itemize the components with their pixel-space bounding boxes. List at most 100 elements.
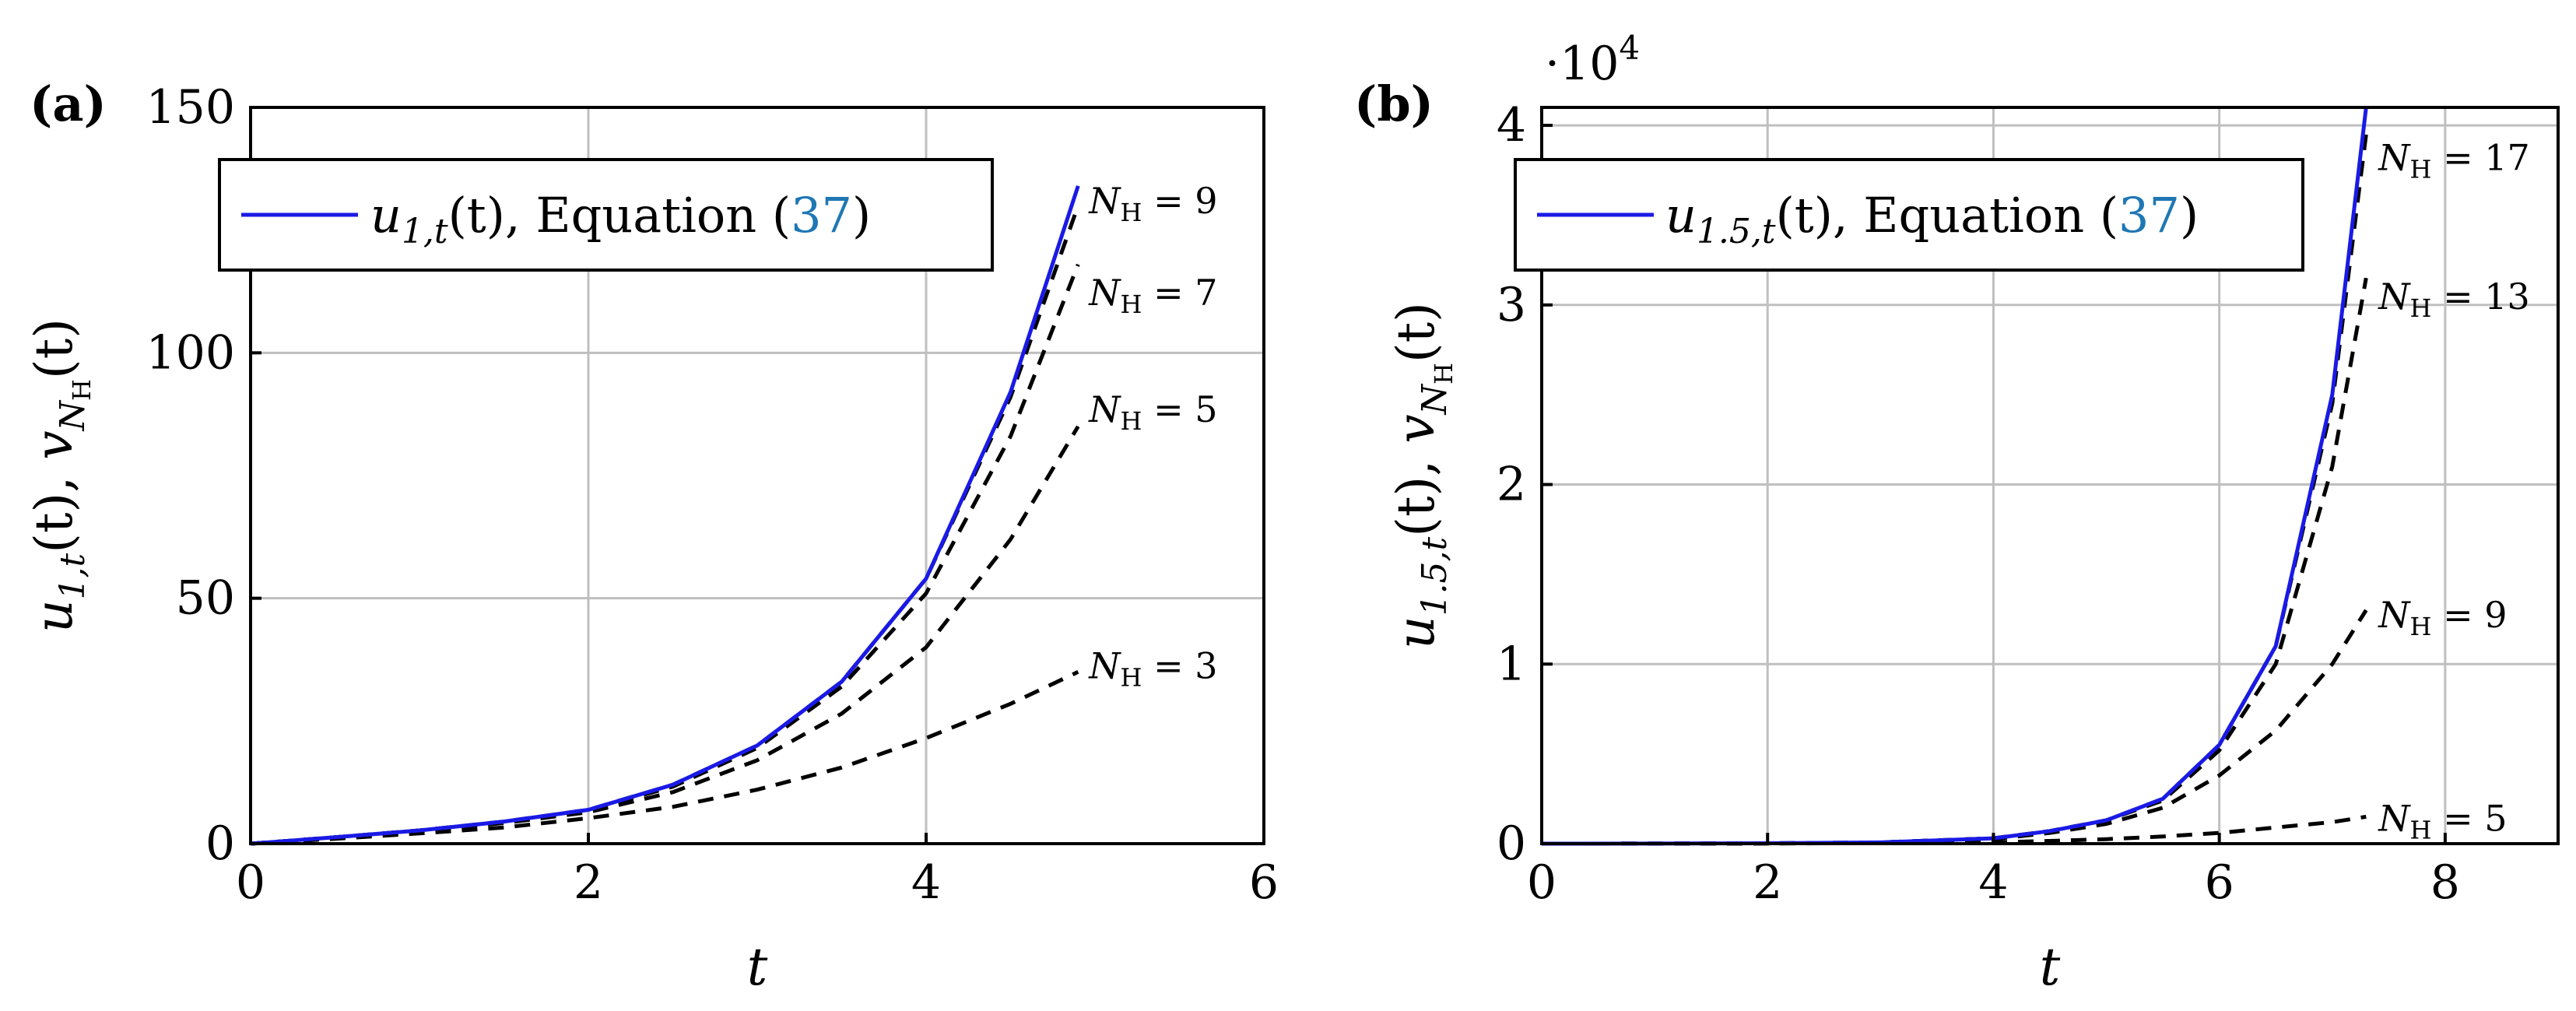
series-layer-a xyxy=(250,185,1080,846)
y-tick-label: 0 xyxy=(1497,816,1526,871)
curve-label-value: = 5 xyxy=(1142,388,1217,430)
curve-label-nh-9-b: NH = 9 xyxy=(2378,594,2507,641)
curve-label-sub: H xyxy=(2410,815,2432,844)
y-tick-label: 2 xyxy=(1497,458,1526,512)
curve-label-nh-13-b: NH = 13 xyxy=(2378,276,2529,323)
curve-label-nh-3-a: NH = 3 xyxy=(1088,644,1217,692)
panel-label-a: (a) xyxy=(30,75,107,132)
y-label-b-rest: (t), xyxy=(1386,444,1446,537)
legend-entry-a: u1,t(t), Equation (37) xyxy=(370,187,871,251)
legend-a: u1,t(t), Equation (37) xyxy=(218,158,994,272)
curve-label-sub: H xyxy=(2410,293,2432,323)
plot-frame-a xyxy=(249,106,1265,845)
x-tick-label: 2 xyxy=(1753,855,1782,910)
y-label-b-second-subsub: H xyxy=(1429,363,1458,384)
x-tick-label: 0 xyxy=(236,855,265,910)
x-axis-label-b: t xyxy=(2040,937,2061,997)
y-tick-label: 50 xyxy=(176,571,235,626)
y-label-b-tail: (t) xyxy=(1386,302,1446,363)
curve-label-sub: H xyxy=(2410,155,2432,184)
y-label-b-second-sub: N xyxy=(1415,383,1455,415)
y-tick-label: 1 xyxy=(1497,637,1526,691)
plot-frame-b xyxy=(1540,106,2560,845)
x-tick-label: 4 xyxy=(1978,855,2008,910)
y-label-a-second-subsub: H xyxy=(67,379,97,401)
y-exponent-base-b: ·10 xyxy=(1545,37,1619,91)
curve-label-sub: H xyxy=(1121,406,1142,436)
y-label-b-second: v xyxy=(1386,414,1446,443)
y-label-a-main-sub: 1,t xyxy=(53,553,93,599)
curve-label-symbol: N xyxy=(2378,797,2411,839)
panel-label-b: (b) xyxy=(1354,75,1434,132)
series-nh-9-a xyxy=(250,205,1080,846)
curve-label-value: = 7 xyxy=(1142,272,1217,314)
x-tick-label: 8 xyxy=(2430,855,2460,910)
curve-label-nh-5-a: NH = 5 xyxy=(1088,388,1217,436)
curve-label-nh-17-b: NH = 17 xyxy=(2378,137,2529,184)
curve-label-symbol: N xyxy=(1088,180,1121,222)
legend-a-main: u xyxy=(370,187,402,244)
legend-a-sub: 1,t xyxy=(402,212,448,251)
curve-label-symbol: N xyxy=(2378,594,2411,636)
ticks-a: 0 2 4 6 0 50 100 150 xyxy=(146,80,1279,910)
curve-label-nh-9-a: NH = 9 xyxy=(1088,180,1217,227)
y-tick-label: 150 xyxy=(146,80,235,135)
curve-label-value: = 9 xyxy=(1142,180,1217,222)
x-tick-label: 6 xyxy=(2205,855,2234,910)
legend-entry-b: u1.5,t(t), Equation (37) xyxy=(1665,187,2199,251)
x-tick-label: 2 xyxy=(574,855,603,910)
y-exponent-label-b: ·104 xyxy=(1545,29,1640,91)
curve-label-value: = 5 xyxy=(2431,797,2507,839)
y-tick-label: 100 xyxy=(146,325,235,380)
x-tick-label: 0 xyxy=(1527,855,1556,910)
legend-b-ref-link[interactable]: 37 xyxy=(2118,187,2180,244)
legend-b-main: u xyxy=(1665,187,1697,244)
y-tick-label: 0 xyxy=(205,816,235,871)
curve-label-symbol: N xyxy=(2378,137,2411,179)
curve-label-value: = 9 xyxy=(2431,594,2507,636)
series-exact-solution-a xyxy=(250,185,1080,846)
y-label-a-main: u xyxy=(24,599,84,633)
curve-label-symbol: N xyxy=(2378,276,2411,318)
y-label-a-tail: (t) xyxy=(24,318,84,379)
legend-a-rest: (t), Equation ( xyxy=(448,187,791,244)
y-tick-label: 3 xyxy=(1497,278,1526,332)
x-axis-label-a: t xyxy=(747,937,768,997)
curve-label-nh-7-a: NH = 7 xyxy=(1088,272,1217,319)
y-label-a-second-sub: N xyxy=(53,399,93,431)
y-axis-label-b: u1.5,t(t), vNH(t) xyxy=(1386,302,1458,649)
y-label-a-second: v xyxy=(24,430,84,459)
legend-b: u1.5,t(t), Equation (37) xyxy=(1514,158,2304,272)
series-nh-9-b xyxy=(1541,609,2368,846)
legend-b-rest: (t), Equation ( xyxy=(1776,187,2118,244)
curve-label-sub: H xyxy=(1121,662,1142,692)
legend-a-close: ) xyxy=(852,187,871,244)
y-label-a-rest: (t), xyxy=(24,460,84,553)
legend-b-close: ) xyxy=(2180,187,2199,244)
x-tick-label: 6 xyxy=(1249,855,1279,910)
curve-label-sub: H xyxy=(2410,612,2432,641)
y-tick-label: 4 xyxy=(1497,98,1526,153)
y-label-b-main: u xyxy=(1386,616,1446,649)
x-tick-label: 4 xyxy=(911,855,941,910)
series-nh-7-a xyxy=(250,263,1080,846)
curve-label-value: = 17 xyxy=(2431,137,2529,179)
legend-a-ref-link[interactable]: 37 xyxy=(791,187,852,244)
curve-labels-a: NH = 9NH = 7NH = 5NH = 3 xyxy=(1088,180,1217,692)
curve-label-symbol: N xyxy=(1088,272,1121,314)
curve-label-symbol: N xyxy=(1088,644,1121,686)
curve-label-value: = 3 xyxy=(1142,644,1217,686)
curve-label-nh-5-b: NH = 5 xyxy=(2378,797,2507,844)
curve-label-symbol: N xyxy=(1088,388,1121,430)
series-nh-5-a xyxy=(250,425,1080,846)
ticks-b: 0 2 4 6 8 0 1 2 3 4 xyxy=(1497,98,2460,910)
legend-b-sub: 1.5,t xyxy=(1697,212,1776,251)
curve-label-value: = 13 xyxy=(2431,276,2529,318)
curve-label-sub: H xyxy=(1121,198,1142,227)
curve-label-sub: H xyxy=(1121,290,1142,319)
y-axis-label-a: u1,t(t), vNH(t) xyxy=(24,318,97,633)
